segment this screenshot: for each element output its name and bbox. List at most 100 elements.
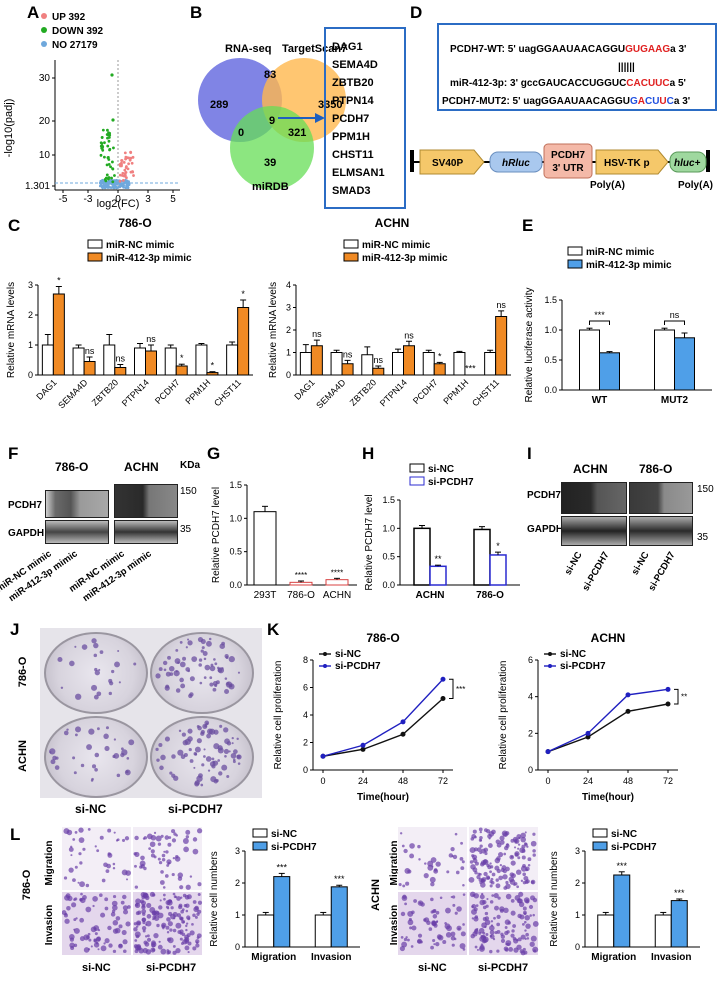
colony: [237, 762, 241, 765]
cell-dot: [459, 856, 464, 861]
cell-dot: [503, 852, 507, 856]
ytick-label: 3: [286, 303, 291, 313]
cell-dot: [104, 897, 109, 902]
y-axis-label: Relative cell proliferation: [498, 661, 509, 770]
cell-dot: [516, 834, 522, 840]
lane-label: si-PCDH7: [580, 550, 611, 593]
cell-dot: [460, 931, 466, 937]
bar: [484, 352, 497, 376]
cell-dot: [197, 900, 203, 905]
cell-dot: [134, 885, 139, 889]
cell-dot: [159, 880, 165, 885]
colony: [206, 640, 212, 647]
cell-dot: [450, 895, 453, 898]
cell-dot: [409, 926, 413, 930]
cell-dot: [121, 838, 126, 842]
colony: [209, 665, 216, 672]
volcano-point: [122, 160, 126, 164]
cell-dot: [524, 929, 527, 932]
colony-col-sipcdh7: si-PCDH7: [168, 802, 223, 816]
cell-dot: [172, 856, 176, 860]
venn-count: 9: [269, 115, 275, 127]
cell-dot: [146, 937, 152, 942]
cell-dot: [522, 880, 527, 885]
colony: [126, 757, 130, 760]
ytick-label: 2: [575, 878, 580, 888]
panel-label-g: G: [207, 444, 221, 463]
series-line: [322, 678, 444, 757]
colony: [109, 681, 114, 686]
cell-dot: [96, 849, 100, 853]
volcano-point: [107, 136, 111, 139]
blot-cell-786o: 786-O: [639, 462, 673, 476]
cell-dot: [192, 900, 197, 904]
cell-dot: [133, 852, 137, 856]
legend-label: si-PCDH7: [611, 842, 657, 853]
colony: [224, 677, 228, 680]
cell-dot: [185, 928, 188, 932]
colony: [236, 754, 242, 760]
volcano-point: [122, 184, 126, 187]
colony: [179, 677, 184, 683]
cell-dot: [401, 895, 408, 901]
panel-label-d: D: [410, 3, 423, 22]
cell-dot: [82, 847, 86, 851]
cell-dot: [481, 877, 487, 882]
significance-label: ns: [374, 355, 384, 365]
cell-dot: [505, 880, 509, 885]
cell-dot: [163, 897, 166, 901]
cell-dot: [486, 897, 489, 901]
cell-dot: [530, 840, 537, 847]
cell-dot: [140, 855, 145, 861]
cell-dot: [495, 878, 499, 882]
marker-150: 150: [180, 486, 197, 497]
ytick-label: 1.301: [25, 181, 50, 192]
cell-dot: [513, 846, 517, 849]
category-label: PCDH7: [411, 377, 440, 406]
bar: [103, 344, 116, 376]
colony: [233, 758, 236, 762]
cell-dot: [514, 895, 521, 901]
cell-dot: [472, 858, 478, 864]
bar: [226, 344, 239, 376]
category-label: PPM1H: [183, 377, 212, 406]
cell-dot: [499, 835, 505, 841]
cell-dot: [125, 870, 132, 876]
cell-dot: [168, 836, 172, 839]
panel-label-c: C: [8, 216, 21, 235]
xtick-label: -5: [59, 194, 68, 205]
colony: [93, 653, 98, 658]
cell-dot: [167, 861, 171, 865]
data-point: [440, 676, 446, 682]
volcano-point: [130, 161, 134, 165]
colony-col-sinc: si-NC: [75, 802, 107, 816]
cell-dot: [461, 860, 465, 864]
cell-dot: [159, 899, 162, 902]
cell-dot: [148, 847, 152, 850]
cell-dot: [79, 881, 85, 888]
cell-dot: [101, 878, 106, 883]
category-label: DAG1: [292, 377, 316, 401]
colony: [75, 726, 82, 733]
cell-dot: [166, 937, 171, 942]
significance-label: ****: [331, 568, 343, 577]
cell-dot: [406, 938, 410, 942]
cell-dot: [177, 930, 182, 934]
colony: [94, 767, 98, 772]
volcano-point: [100, 136, 104, 139]
colony: [221, 764, 228, 771]
row-label-gapdh: GAPDH: [8, 528, 45, 539]
cell-dot: [450, 846, 455, 852]
cell-dot: [127, 905, 131, 909]
cell-dot: [160, 870, 164, 874]
legend-label: miR-NC mimic: [362, 240, 431, 251]
significance-label: ***: [616, 861, 627, 871]
colony: [210, 776, 217, 783]
volcano-point: [121, 171, 125, 175]
volcano-point: [127, 156, 131, 160]
transwell-col-sinc: si-NC: [418, 962, 447, 974]
volcano-point: [100, 184, 104, 188]
significance-label: *: [496, 541, 500, 551]
element-hsvtk: HSV-TK p: [604, 158, 650, 169]
cell-dot: [146, 934, 150, 938]
